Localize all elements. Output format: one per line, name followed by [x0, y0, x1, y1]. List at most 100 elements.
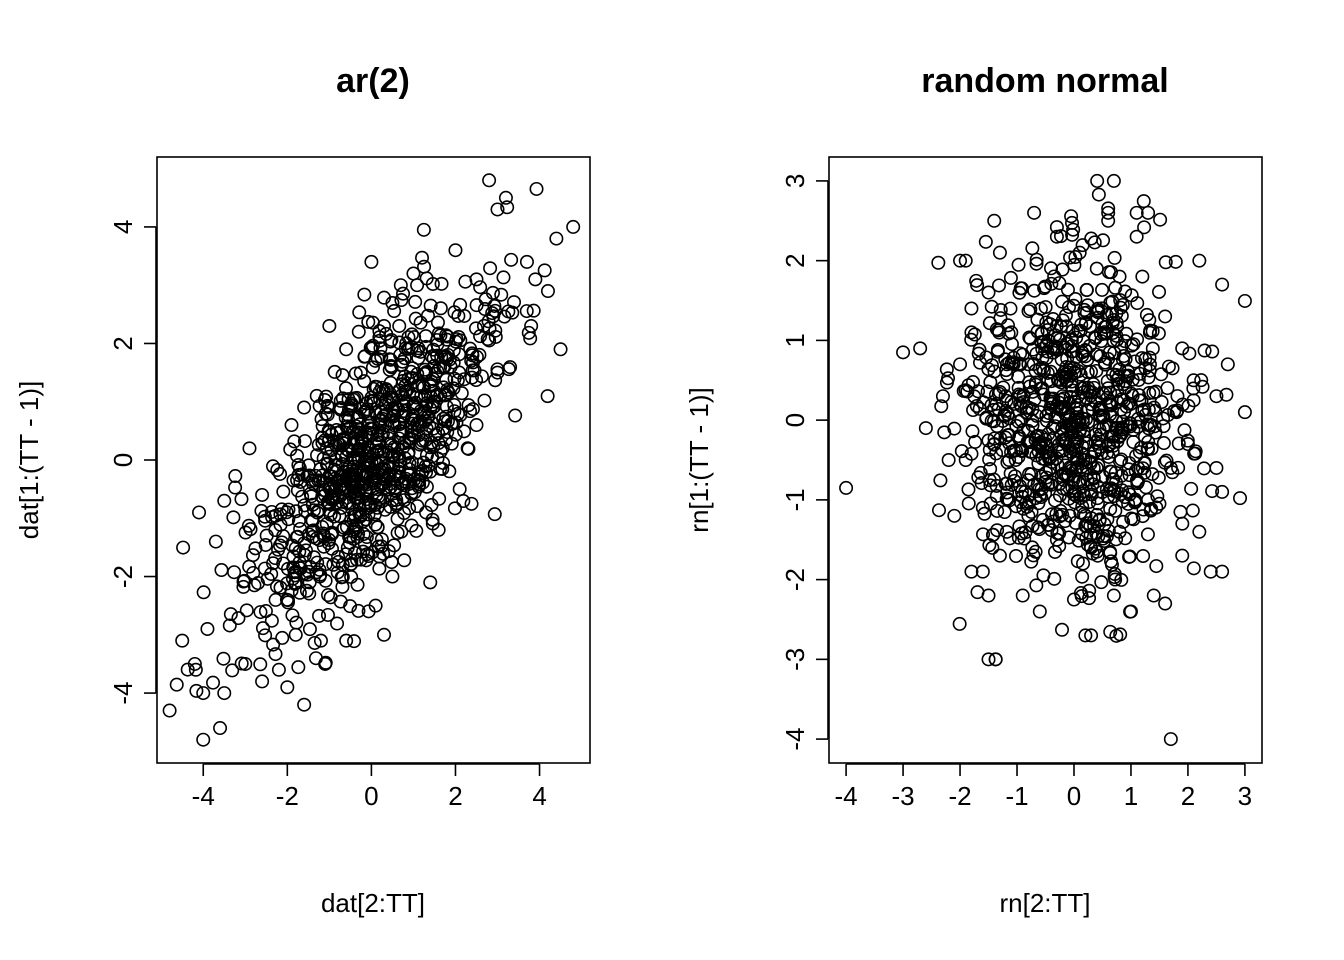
ar2-data-point	[411, 457, 426, 472]
random-normal-data-point	[1082, 583, 1097, 598]
random-normal-y-tick-label: 1	[780, 333, 810, 347]
random-normal-y-tick-label: -2	[780, 568, 810, 591]
random-normal-data-point	[1121, 462, 1136, 477]
random-normal-data-point	[1163, 732, 1178, 747]
ar2-data-point	[392, 335, 407, 350]
ar2-plot-frame	[156, 156, 591, 764]
ar2-data-point	[419, 421, 434, 436]
random-normal-data-point	[939, 362, 954, 377]
random-normal-data-point	[1034, 335, 1049, 350]
random-normal-data-point	[1092, 512, 1107, 527]
ar2-data-point	[307, 635, 322, 650]
random-normal-data-point	[1059, 319, 1074, 334]
random-normal-data-point	[1028, 363, 1043, 378]
random-normal-data-point	[1109, 628, 1124, 643]
random-normal-data-point	[1195, 379, 1210, 394]
random-normal-data-point	[1073, 491, 1088, 506]
random-normal-data-point	[961, 482, 976, 497]
ar2-data-point	[368, 353, 383, 368]
random-normal-data-point	[1063, 389, 1078, 404]
ar2-data-point	[322, 318, 337, 333]
ar2-data-point	[369, 439, 384, 454]
ar2-data-point	[313, 633, 328, 648]
ar2-data-point	[302, 622, 317, 637]
random-normal-data-point	[1103, 295, 1118, 310]
random-normal-data-point	[1038, 279, 1053, 294]
random-normal-data-point	[993, 302, 1008, 317]
ar2-data-point	[338, 410, 353, 425]
ar2-data-point	[423, 575, 438, 590]
random-normal-data-point	[1066, 222, 1081, 237]
random-normal-data-point	[1088, 435, 1103, 450]
random-normal-data-point	[975, 564, 990, 579]
random-normal-data-point	[1106, 588, 1121, 603]
random-normal-data-point	[1141, 434, 1156, 449]
ar2-data-point	[335, 456, 350, 471]
random-normal-data-point	[1067, 365, 1082, 380]
ar2-data-point	[519, 254, 534, 269]
ar2-data-point	[225, 663, 240, 678]
random-normal-data-point	[1014, 413, 1029, 428]
ar2-x-tick-label: 2	[448, 781, 462, 811]
ar2-data-point	[469, 298, 484, 313]
ar2-data-point	[273, 466, 288, 481]
ar2-data-point	[393, 278, 408, 293]
random-normal-data-point	[988, 387, 1003, 402]
ar2-data-point	[439, 372, 454, 387]
ar2-data-point	[283, 442, 298, 457]
ar2-data-point	[326, 557, 341, 572]
random-normal-data-point	[964, 325, 979, 340]
random-normal-data-point	[1126, 512, 1141, 527]
ar2-data-point	[363, 394, 378, 409]
ar2-data-point	[291, 513, 306, 528]
random-normal-data-point	[1070, 554, 1085, 569]
ar2-data-point	[213, 721, 228, 736]
random-normal-data-point	[1112, 524, 1127, 539]
random-normal-plot-frame	[828, 156, 1263, 764]
ar2-data-point	[329, 474, 344, 489]
ar2-data-point	[540, 284, 555, 299]
ar2-data-point	[253, 657, 268, 672]
ar2-data-point	[216, 651, 231, 666]
ar2-data-point	[392, 318, 407, 333]
ar2-data-point	[332, 509, 347, 524]
ar2-data-point	[208, 534, 223, 549]
random-normal-data-point	[1050, 457, 1065, 472]
random-normal-data-point	[1122, 549, 1137, 564]
random-normal-data-point	[1078, 315, 1093, 330]
random-normal-point-group	[839, 173, 1252, 747]
ar2-data-point	[320, 607, 335, 622]
random-normal-y-tick-label: -1	[780, 488, 810, 511]
ar2-data-point	[288, 504, 303, 519]
ar2-data-point	[188, 662, 203, 677]
ar2-data-point	[447, 404, 462, 419]
random-normal-data-point	[1135, 269, 1150, 284]
random-normal-data-point	[1112, 269, 1127, 284]
random-normal-data-point	[1053, 504, 1068, 519]
ar2-data-point	[288, 576, 303, 591]
ar2-data-point	[264, 504, 279, 519]
random-normal-data-point	[1129, 229, 1144, 244]
random-normal-data-point	[958, 253, 973, 268]
ar2-data-point	[334, 570, 349, 585]
random-normal-data-point	[1089, 363, 1104, 378]
ar2-data-point	[242, 441, 257, 456]
random-normal-data-point	[1171, 436, 1186, 451]
ar2-data-point	[364, 341, 379, 356]
ar2-data-point	[228, 480, 243, 495]
random-normal-x-axis-label: rn[2:TT]	[999, 888, 1090, 918]
ar2-data-point	[384, 555, 399, 570]
random-normal-data-point	[989, 396, 1004, 411]
random-normal-data-point	[1044, 276, 1059, 291]
random-normal-data-point	[1129, 473, 1144, 488]
ar2-data-point	[288, 627, 303, 642]
ar2-data-point	[383, 476, 398, 491]
random-normal-data-point	[1096, 233, 1111, 248]
ar2-data-point	[417, 259, 432, 274]
random-normal-data-point	[1063, 368, 1078, 383]
ar2-data-point	[196, 585, 211, 600]
random-normal-data-point	[1055, 389, 1070, 404]
random-normal-x-tick-label: -4	[835, 781, 858, 811]
ar2-data-point	[540, 389, 555, 404]
ar2-data-point	[423, 464, 438, 479]
